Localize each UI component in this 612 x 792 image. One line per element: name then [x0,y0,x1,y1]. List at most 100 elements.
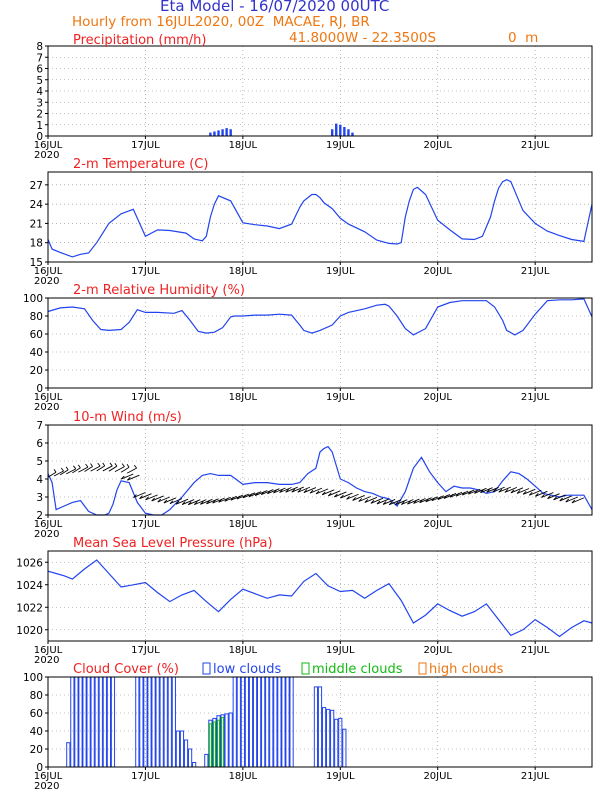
wind-barb-head [370,499,375,504]
wind-barb-head [97,462,101,467]
low-cloud-bar [66,742,71,768]
wind-barb [547,493,560,500]
wind-barb [431,495,444,502]
legend-high-label: high clouds [429,662,504,677]
low-cloud-bar [167,676,172,768]
low-cloud-bar [94,676,99,768]
wind-barb [279,487,292,493]
low-cloud-bar [326,708,331,768]
x-tick-label: 16JUL [34,140,63,151]
wind-barb [474,487,487,494]
y-tick-label: 4 [36,474,43,486]
wind-barb-head [528,491,533,496]
rh-series-line [47,298,593,336]
wind-barb [236,493,250,500]
low-cloud-bar [192,762,197,768]
low-cloud-bar [317,686,323,768]
y-tick-label: 5 [36,456,43,468]
panel-frame [47,297,593,389]
wind-barb-head [413,500,417,504]
low-cloud-bar [135,676,140,768]
wind-barb-head [260,491,265,495]
x-tick-label: 19JUL [326,771,355,782]
wind-barb [425,496,438,503]
low-cloud-bar [98,676,103,768]
panel-title: 2-m Relative Humidity (%) [73,283,245,298]
wind-barb [529,489,542,496]
x-tick-label: 19JUL [326,645,355,656]
wind-barb [120,466,130,473]
wind-barb-head [163,499,168,504]
wind-barb [553,494,566,501]
wind-barb-head [376,500,381,505]
wind-barb-head [60,467,64,472]
wind-barb [59,469,69,476]
location-coordinates: 41.8000W - 22.3500S [289,30,437,46]
x-tick-label: 16JUL [34,645,63,656]
y-tick-label: 20 [30,744,43,756]
y-tick-label: 18 [30,238,43,250]
wind-barb-head [553,496,557,501]
wind-barb-head [285,488,289,493]
panel-title: Precipitation (mm/h) [73,33,206,48]
x-tick-label: 21JUL [521,392,550,403]
middle-cloud-bar [212,721,216,768]
wind-barb-head [267,490,271,495]
wind-barb [468,488,481,495]
wind-barb [541,492,554,498]
x-tick-label: 21JUL [521,645,550,656]
wind-barb-head [474,490,478,494]
precip-bar [213,131,216,136]
wind-barb-head [200,500,204,505]
panel-title: 10-m Wind (m/s) [73,410,182,425]
x-tick-label: 21JUL [521,771,550,782]
wind-barb [297,486,311,493]
wind-barb [267,488,280,495]
y-tick-label: 80 [30,690,43,702]
wind-barb [285,486,298,493]
wind-barb-head [254,492,259,496]
wind-barb [535,490,548,497]
wind-barb-head [559,497,564,502]
wind-barb-head [407,500,411,505]
wind-barb [90,465,101,472]
precip-bar [225,128,228,136]
low-cloud-bar [334,718,339,768]
wind-barb-head [53,468,57,473]
wind-barb [401,499,414,505]
y-tick-label: 8 [36,41,43,53]
wind-barb [449,491,463,498]
wind-barb-head [90,463,93,467]
x-tick-label: 20JUL [423,266,452,277]
wind-barb [133,492,146,498]
x-tick-label: 19JUL [326,392,355,403]
wind-barb-head [120,475,125,480]
wind-barb-head [431,497,436,502]
wind-barb [139,493,152,500]
wind-barb-head [157,498,162,503]
x-year-label: 2020 [34,150,59,161]
wind-barb [72,467,81,474]
wind-barb [352,494,365,501]
low-cloud-bar [70,676,75,768]
wind-barb [194,499,207,506]
location-elevation: 0 m [508,30,539,46]
x-tick-label: 20JUL [423,645,452,656]
wind-barb-head [340,494,344,499]
wind-barb [181,499,195,505]
y-tick-label: 0 [36,383,43,395]
low-cloud-bar [159,676,164,768]
wind-barb [248,491,262,498]
low-cloud-bar [281,676,286,768]
wind-barb [126,467,137,474]
wind-barb-head [516,490,521,494]
low-cloud-bar [261,676,266,768]
precip-bar [347,129,350,136]
y-tick-label: 5 [36,75,43,87]
precip-bar [217,130,220,136]
x-year-label: 2020 [34,276,59,287]
wind-barb [151,495,164,502]
low-cloud-bar [179,730,185,768]
y-tick-label: 24 [30,199,44,211]
wind-barb [175,498,189,505]
